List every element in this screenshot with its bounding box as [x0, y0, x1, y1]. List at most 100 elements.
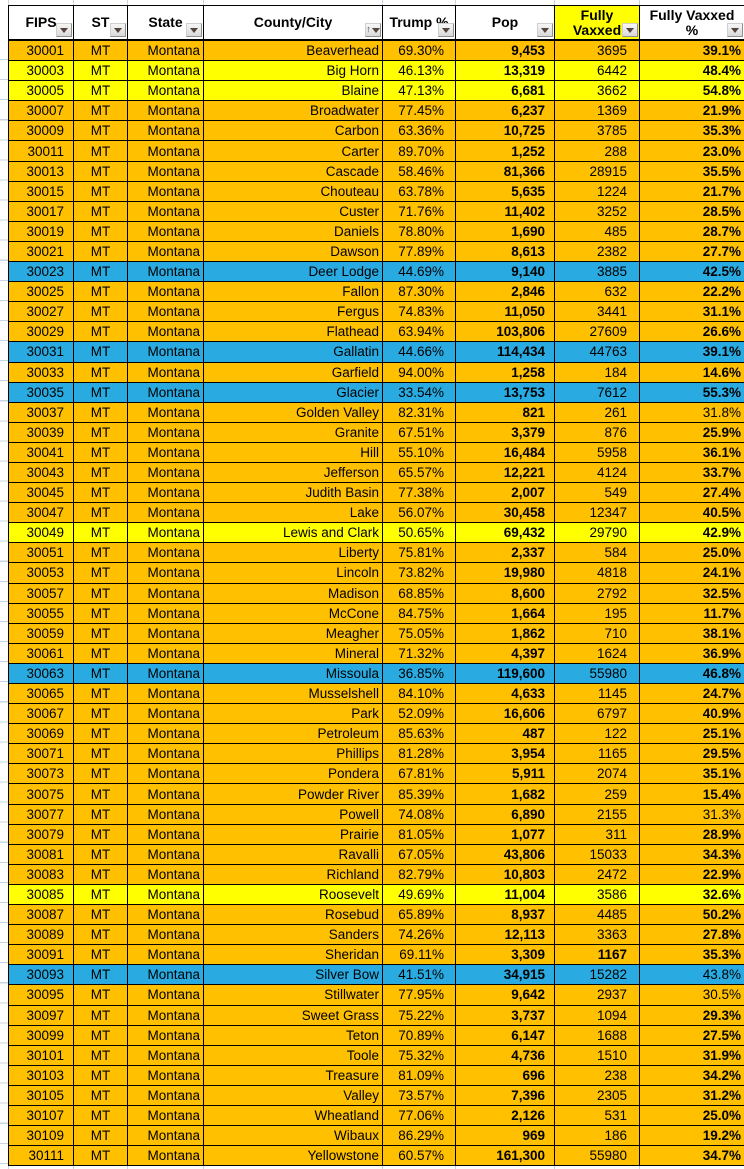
pop-cell[interactable]: 10,803	[455, 863, 555, 885]
fully-vaxxed-pct-cell[interactable]: 24.1%	[639, 562, 744, 584]
state-cell[interactable]: Montana	[127, 924, 204, 946]
county-cell[interactable]: Teton	[203, 1024, 383, 1046]
state-abbr-cell[interactable]: MT	[73, 401, 128, 423]
trump-pct-cell[interactable]: 69.30%	[382, 39, 456, 62]
trump-pct-cell[interactable]: 36.85%	[382, 662, 456, 685]
fully-vaxxed-pct-cell[interactable]: 27.4%	[639, 482, 744, 504]
trump-pct-cell[interactable]: 73.57%	[382, 1084, 456, 1106]
pop-cell[interactable]: 16,484	[455, 441, 555, 463]
fully-vaxxed-pct-cell[interactable]: 31.1%	[639, 301, 744, 323]
trump-pct-cell[interactable]: 46.13%	[382, 60, 456, 82]
trump-pct-cell[interactable]: 77.38%	[382, 482, 456, 504]
state-cell[interactable]: Montana	[127, 421, 204, 443]
fully-vaxxed-cell[interactable]: 6442	[554, 60, 640, 82]
state-cell[interactable]: Montana	[127, 1084, 204, 1106]
fully-vaxxed-pct-cell[interactable]: 31.3%	[639, 803, 744, 825]
fully-vaxxed-cell[interactable]: 2382	[554, 240, 640, 263]
state-abbr-cell[interactable]: MT	[73, 341, 128, 363]
state-cell[interactable]: Montana	[127, 542, 204, 564]
state-abbr-cell[interactable]: MT	[73, 944, 128, 966]
trump-pct-cell[interactable]: 71.32%	[382, 642, 456, 664]
trump-pct-cell[interactable]: 65.89%	[382, 904, 456, 926]
fips-cell[interactable]: 30049	[8, 522, 74, 544]
fips-cell[interactable]: 30083	[8, 863, 74, 885]
county-cell[interactable]: Mineral	[203, 642, 383, 664]
trump-pct-cell[interactable]: 82.31%	[382, 401, 456, 423]
trump-pct-cell[interactable]: 78.80%	[382, 220, 456, 242]
state-abbr-cell[interactable]: MT	[73, 964, 128, 986]
fips-cell[interactable]: 30071	[8, 743, 74, 765]
fully-vaxxed-cell[interactable]: 4485	[554, 904, 640, 926]
fips-cell[interactable]: 30081	[8, 843, 74, 865]
state-abbr-cell[interactable]: MT	[73, 180, 128, 202]
fully-vaxxed-pct-cell[interactable]: 35.3%	[639, 944, 744, 966]
state-abbr-cell[interactable]: MT	[73, 220, 128, 242]
fips-cell[interactable]: 30091	[8, 944, 74, 966]
fully-vaxxed-cell[interactable]: 238	[554, 1064, 640, 1086]
state-abbr-cell[interactable]: MT	[73, 140, 128, 162]
fips-cell[interactable]: 30013	[8, 160, 74, 182]
state-abbr-cell[interactable]: MT	[73, 783, 128, 805]
state-abbr-cell[interactable]: MT	[73, 883, 128, 906]
county-cell[interactable]: Garfield	[203, 361, 383, 383]
state-cell[interactable]: Montana	[127, 100, 204, 122]
fully-vaxxed-cell[interactable]: 7612	[554, 381, 640, 403]
pop-cell[interactable]: 43,806	[455, 843, 555, 865]
state-cell[interactable]: Montana	[127, 883, 204, 906]
fully-vaxxed-cell[interactable]: 184	[554, 361, 640, 383]
state-cell[interactable]: Montana	[127, 461, 204, 484]
fips-cell[interactable]: 30059	[8, 622, 74, 644]
state-cell[interactable]: Montana	[127, 1044, 204, 1066]
state-cell[interactable]: Montana	[127, 662, 204, 685]
trump-pct-cell[interactable]: 58.46%	[382, 160, 456, 182]
trump-pct-cell[interactable]: 81.09%	[382, 1064, 456, 1086]
state-cell[interactable]: Montana	[127, 602, 204, 624]
state-cell[interactable]: Montana	[127, 261, 204, 283]
fips-cell[interactable]: 30079	[8, 823, 74, 845]
county-cell[interactable]: Beaverhead	[203, 39, 383, 62]
trump-pct-cell[interactable]: 89.70%	[382, 140, 456, 162]
pop-cell[interactable]: 2,126	[455, 1104, 555, 1127]
pop-cell[interactable]: 1,664	[455, 602, 555, 624]
trump-pct-cell[interactable]: 82.79%	[382, 863, 456, 885]
fully-vaxxed-pct-cell[interactable]: 35.1%	[639, 763, 744, 785]
pop-cell[interactable]: 8,937	[455, 904, 555, 926]
fully-vaxxed-pct-cell[interactable]: 36.9%	[639, 642, 744, 664]
state-abbr-cell[interactable]: MT	[73, 823, 128, 845]
fully-vaxxed-cell[interactable]: 2074	[554, 763, 640, 785]
county-cell[interactable]: Toole	[203, 1044, 383, 1066]
fully-vaxxed-pct-cell[interactable]: 31.2%	[639, 1084, 744, 1106]
fully-vaxxed-cell[interactable]: 55980	[554, 1145, 640, 1167]
pop-cell[interactable]: 821	[455, 401, 555, 423]
fully-vaxxed-pct-cell[interactable]: 27.8%	[639, 924, 744, 946]
county-cell[interactable]: Madison	[203, 582, 383, 604]
fully-vaxxed-cell[interactable]: 1145	[554, 682, 640, 705]
state-cell[interactable]: Montana	[127, 220, 204, 242]
state-cell[interactable]: Montana	[127, 1024, 204, 1046]
state-abbr-cell[interactable]: MT	[73, 80, 128, 102]
pop-cell[interactable]: 4,633	[455, 682, 555, 705]
trump-pct-cell[interactable]: 55.10%	[382, 441, 456, 463]
fips-cell[interactable]: 30017	[8, 200, 74, 222]
trump-pct-cell[interactable]: 67.81%	[382, 763, 456, 785]
pop-cell[interactable]: 9,642	[455, 984, 555, 1006]
county-cell[interactable]: Musselshell	[203, 682, 383, 705]
fips-cell[interactable]: 30075	[8, 783, 74, 805]
fips-cell[interactable]: 30111	[8, 1145, 74, 1167]
filter-dropdown-button[interactable]	[438, 23, 454, 37]
pop-cell[interactable]: 9,453	[455, 39, 555, 62]
fips-cell[interactable]: 30101	[8, 1044, 74, 1066]
state-cell[interactable]: Montana	[127, 180, 204, 202]
fully-vaxxed-cell[interactable]: 12347	[554, 502, 640, 524]
fully-vaxxed-cell[interactable]: 3441	[554, 301, 640, 323]
state-cell[interactable]: Montana	[127, 381, 204, 403]
state-abbr-cell[interactable]: MT	[73, 281, 128, 303]
state-abbr-cell[interactable]: MT	[73, 642, 128, 664]
fully-vaxxed-pct-cell[interactable]: 34.2%	[639, 1064, 744, 1086]
fully-vaxxed-cell[interactable]: 311	[554, 823, 640, 845]
fully-vaxxed-pct-cell[interactable]: 28.5%	[639, 200, 744, 222]
state-abbr-cell[interactable]: MT	[73, 522, 128, 544]
trump-pct-cell[interactable]: 84.75%	[382, 602, 456, 624]
trump-pct-cell[interactable]: 52.09%	[382, 703, 456, 725]
fully-vaxxed-cell[interactable]: 1688	[554, 1024, 640, 1046]
